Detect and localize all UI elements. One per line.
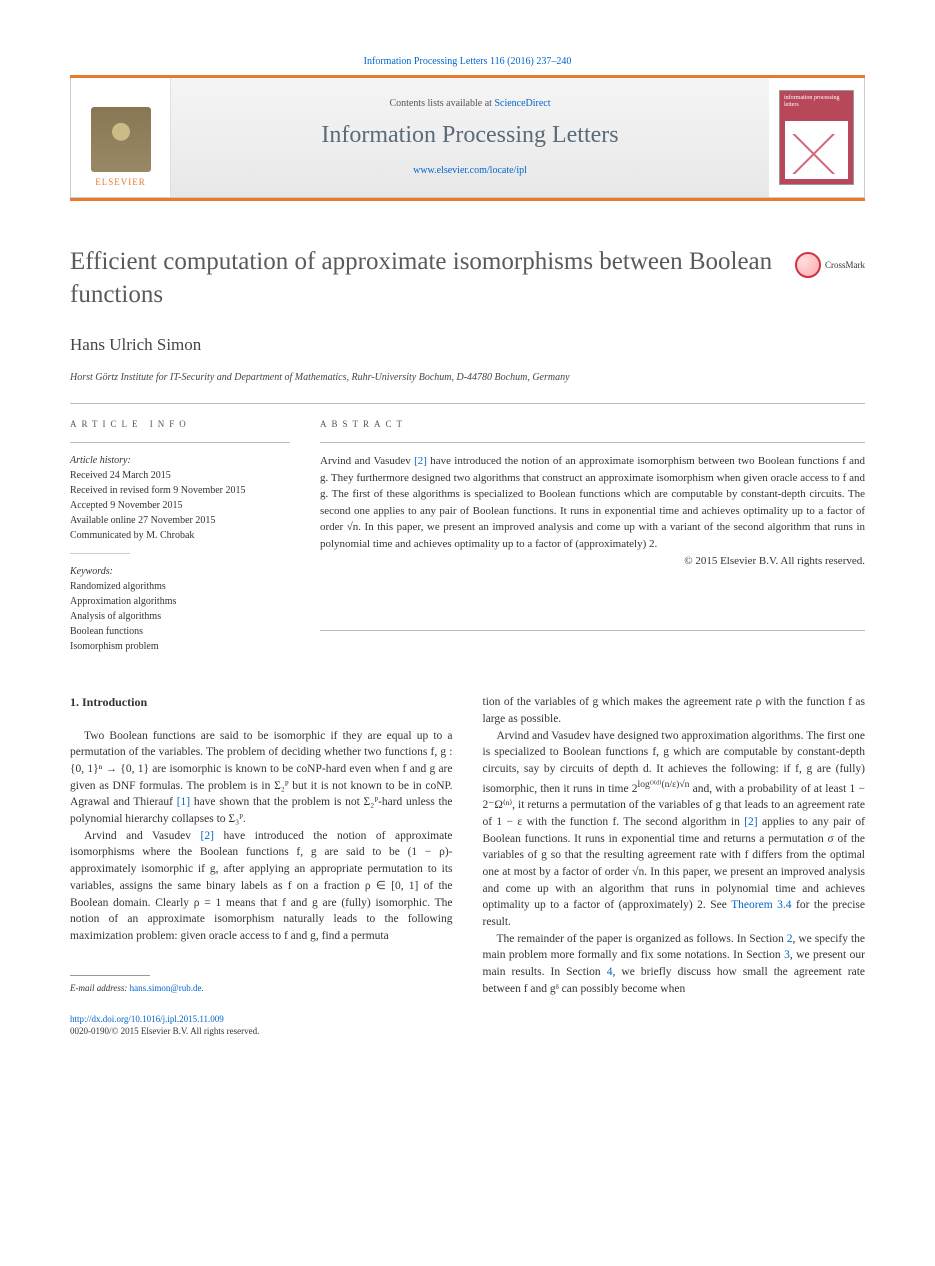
history-heading: Article history: [70,453,290,468]
keywords-heading: Keywords: [70,564,290,579]
superscript: logᴼ⁽ᵈ⁾(n/ε)√n [638,779,690,790]
email-footnote: E-mail address: hans.simon@rub.de. [70,982,453,995]
elsevier-label: ELSEVIER [95,176,146,189]
author-name: Hans Ulrich Simon [70,333,865,357]
body-paragraph: The remainder of the paper is organized … [483,931,866,998]
journal-cover-block: information processing letters [769,78,864,197]
info-separator [70,553,130,554]
text-frag: The remainder of the paper is organized … [497,933,787,945]
divider-top [70,403,865,404]
body-column-right: tion of the variables of g which makes t… [483,694,866,1037]
ref-link[interactable]: [2] [414,455,427,467]
section-heading: 1. Introduction [70,694,453,711]
body-paragraph: Arvind and Vasudev have designed two app… [483,728,866,931]
article-title: Efficient computation of approximate iso… [70,246,775,311]
abstract-frag: have introduced the notion of an approxi… [320,455,865,550]
history-revised: Received in revised form 9 November 2015 [70,483,290,498]
text-frag: Arvind and Vasudev [84,830,201,842]
publisher-logo-block: ELSEVIER [71,78,171,197]
article-info-column: ARTICLE INFO Article history: Received 2… [70,418,290,655]
top-citation-link[interactable]: Information Processing Letters 116 (2016… [364,56,572,67]
crossmark-label: CrossMark [825,259,865,272]
sciencedirect-link[interactable]: ScienceDirect [494,98,550,109]
history-accepted: Accepted 9 November 2015 [70,498,290,513]
author-affiliation: Horst Görtz Institute for IT-Security an… [70,371,865,385]
footnote-separator [70,975,150,976]
keyword: Isomorphism problem [70,639,290,654]
keyword: Approximation algorithms [70,594,290,609]
issn-copyright: 0020-0190/© 2015 Elsevier B.V. All right… [70,1026,259,1036]
orange-bar-bottom [70,198,865,201]
journal-cover-thumb: information processing letters [779,90,854,185]
keyword: Analysis of algorithms [70,609,290,624]
elsevier-tree-icon [91,107,151,172]
journal-header: ELSEVIER Contents lists available at Sci… [70,78,865,198]
abstract-copyright: © 2015 Elsevier B.V. All rights reserved… [320,554,865,569]
history-online: Available online 27 November 2015 [70,513,290,528]
keyword: Boolean functions [70,624,290,639]
body-paragraph: Arvind and Vasudev [2] have introduced t… [70,828,453,945]
abstract-frag: Arvind and Vasudev [320,455,414,467]
history-communicated: Communicated by M. Chrobak [70,528,290,543]
contents-available-line: Contents lists available at ScienceDirec… [389,97,550,111]
keyword: Randomized algorithms [70,579,290,594]
ref-link[interactable]: [2] [744,816,757,828]
theorem-link[interactable]: Theorem 3.4 [731,899,791,911]
crossmark-badge[interactable]: CrossMark [795,252,865,278]
doi-block: http://dx.doi.org/10.1016/j.ipl.2015.11.… [70,1013,453,1038]
history-received: Received 24 March 2015 [70,468,290,483]
ref-link[interactable]: [2] [201,830,214,842]
crossmark-icon [795,252,821,278]
keywords-block: Keywords: Randomized algorithms Approxim… [70,564,290,654]
article-history: Article history: Received 24 March 2015 … [70,453,290,543]
email-link[interactable]: hans.simon@rub.de [130,983,202,993]
body-column-left: 1. Introduction Two Boolean functions ar… [70,694,453,1037]
abstract-text: Arvind and Vasudev [2] have introduced t… [320,453,865,552]
article-info-label: ARTICLE INFO [70,418,290,431]
contents-text: Contents lists available at [389,98,494,109]
ref-link[interactable]: [1] [177,796,190,808]
abstract-label: ABSTRACT [320,418,865,431]
body-paragraph: Two Boolean functions are said to be iso… [70,728,453,828]
info-divider [70,442,290,443]
email-label: E-mail address: [70,983,130,993]
body-paragraph: tion of the variables of g which makes t… [483,694,866,727]
journal-url-line: www.elsevier.com/locate/ipl [413,164,527,178]
doi-link[interactable]: http://dx.doi.org/10.1016/j.ipl.2015.11.… [70,1014,224,1024]
cover-title: information processing letters [784,95,849,109]
top-citation: Information Processing Letters 116 (2016… [70,55,865,69]
text-frag: have introduced the notion of approximat… [70,830,453,942]
abstract-column: ABSTRACT Arvind and Vasudev [2] have int… [320,418,865,655]
text-frag: applies to any pair of Boolean functions… [483,816,866,911]
abstract-divider [320,442,865,443]
journal-url-link[interactable]: www.elsevier.com/locate/ipl [413,165,527,176]
journal-name: Information Processing Letters [321,119,618,153]
abstract-bottom-divider [320,630,865,631]
journal-header-center: Contents lists available at ScienceDirec… [171,78,769,197]
